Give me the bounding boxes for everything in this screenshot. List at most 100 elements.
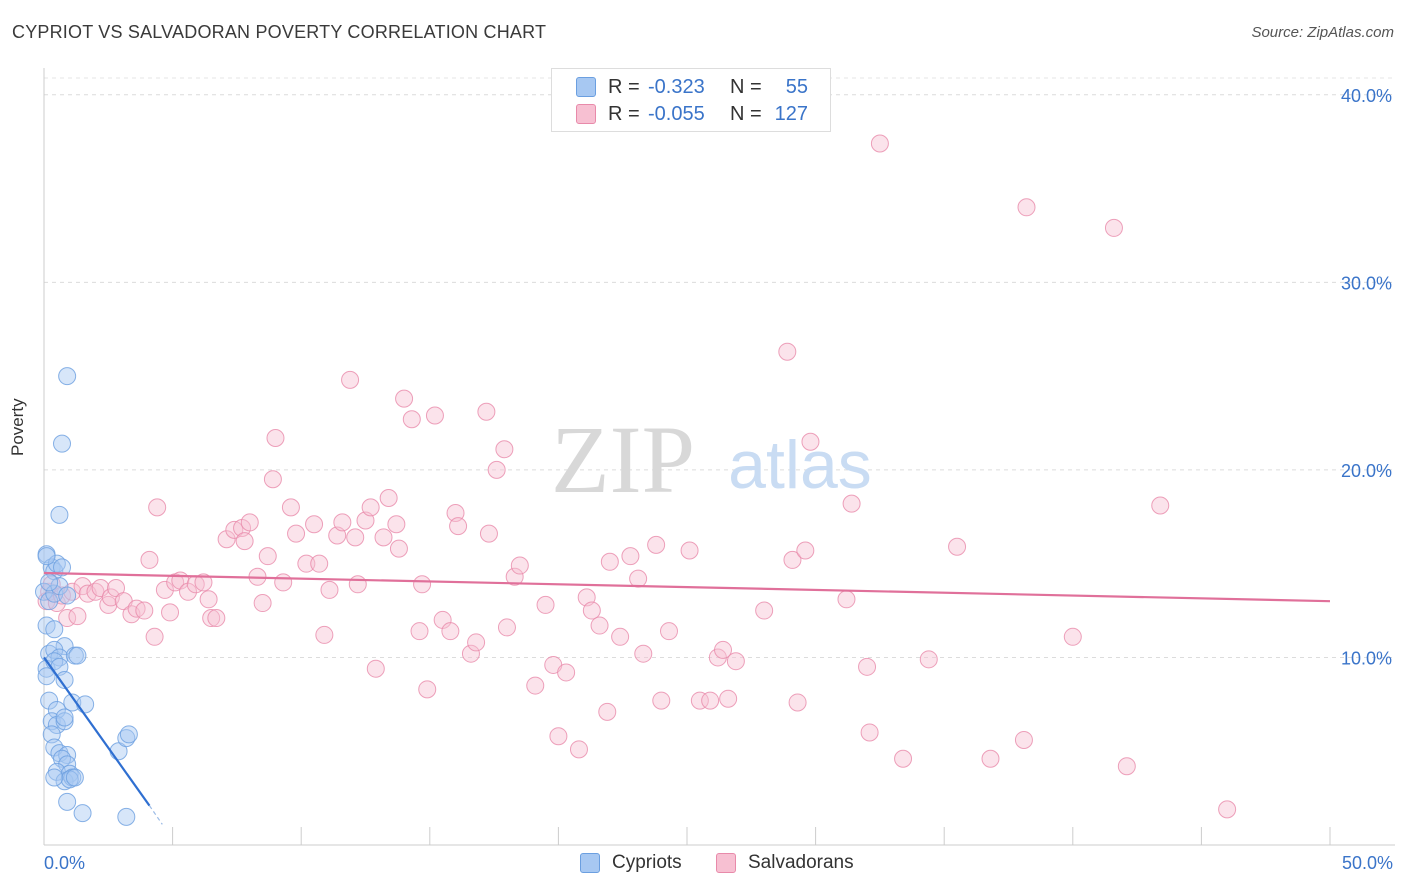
legend-n-value: 127 <box>774 102 808 125</box>
salvadoran-point <box>361 498 380 517</box>
legend-r-label: R = <box>608 75 640 98</box>
salvadoran-point <box>837 590 856 609</box>
salvadoran-point <box>199 590 218 609</box>
salvadoran-point <box>387 515 406 534</box>
salvadoran-point <box>225 520 244 539</box>
salvadoran-point <box>1017 198 1036 217</box>
salvadoran-point <box>497 618 516 637</box>
salvadoran-point <box>549 727 568 746</box>
salvadoran-point <box>179 582 198 601</box>
salvadoran-point <box>461 644 480 663</box>
salvadoran-point <box>842 494 861 513</box>
cypriot-point <box>55 708 74 727</box>
watermark-zip: ZIP <box>551 406 695 513</box>
cypriot-point <box>50 505 69 524</box>
salvadoran-point <box>634 644 653 663</box>
salvadoran-point <box>505 567 524 586</box>
cypriot-point <box>73 804 92 823</box>
cypriot-point <box>55 712 74 731</box>
cypriot-point <box>40 691 59 710</box>
salvadoran-point <box>680 541 699 560</box>
salvadoran-point <box>621 547 640 566</box>
series-legend: Cypriots Salvadorans <box>0 852 1406 878</box>
salvadoran-point <box>590 616 609 635</box>
salvadoran-point <box>315 625 334 644</box>
salvadoran-point <box>701 691 720 710</box>
salvadoran-point <box>1104 218 1123 237</box>
salvadoran-point <box>894 749 913 768</box>
axes <box>43 68 1395 846</box>
salvadoran-point <box>274 573 293 592</box>
salvadoran-point <box>870 134 889 153</box>
cypriot-point <box>50 577 69 596</box>
salvadoran-point <box>389 539 408 558</box>
cypriots-points <box>35 367 138 826</box>
legend-r-value: -0.055 <box>648 102 705 125</box>
salvadoran-point <box>719 689 738 708</box>
legend-r-value: -0.323 <box>648 75 705 98</box>
salvadoran-point <box>446 504 465 523</box>
y-tick-label: 40.0% <box>1341 86 1392 106</box>
salvadoran-point <box>495 440 514 459</box>
salvadoran-point <box>395 389 414 408</box>
salvadoran-point <box>413 575 432 594</box>
legend-row-cypriots: R = -0.323 N = 55 <box>576 74 808 100</box>
salvadoran-point <box>467 633 486 652</box>
salvadoran-point <box>127 599 146 618</box>
salvadoran-point <box>788 693 807 712</box>
legend-item-cypriots[interactable]: Cypriots <box>580 852 682 874</box>
salvadoran-point <box>611 627 630 646</box>
cypriot-point <box>58 586 77 605</box>
salvadoran-point <box>346 528 365 547</box>
salvadoran-point <box>726 652 745 671</box>
cypriot-point <box>42 725 61 744</box>
regression-lines <box>43 571 1331 825</box>
legend-item-salvadorans[interactable]: Salvadorans <box>716 852 854 874</box>
salvadoran-point <box>341 370 360 389</box>
salvadoran-point <box>258 547 277 566</box>
salvadoran-point <box>148 498 167 517</box>
salvadoran-point <box>1151 496 1170 515</box>
salvadoran-point <box>569 740 588 759</box>
salvadoran-point <box>600 552 619 571</box>
salvadoran-point <box>919 650 938 669</box>
salvadoran-point <box>240 513 259 532</box>
salvadoran-point <box>194 573 213 592</box>
y-tick-labels: 10.0% 20.0% 30.0% 40.0% <box>1341 86 1392 669</box>
gridlines <box>44 77 1395 658</box>
cypriot-point <box>119 725 138 744</box>
cypriots-regression-line <box>43 656 151 807</box>
salvadoran-point <box>235 532 254 551</box>
salvadoran-point <box>801 432 820 451</box>
salvadoran-point <box>1063 627 1082 646</box>
salvadorans-regression-line <box>43 571 1331 603</box>
legend-label-cypriots: Cypriots <box>612 852 682 873</box>
salvadoran-point <box>379 489 398 508</box>
salvadoran-point <box>374 528 393 547</box>
y-axis-label: Poverty <box>8 398 27 456</box>
cypriot-point <box>53 434 72 453</box>
x-axis-min-label: 0.0% <box>44 853 86 873</box>
salvadorans-points <box>37 134 1237 819</box>
legend-swatch-cypriots <box>580 853 600 873</box>
salvadoran-point <box>449 517 468 536</box>
salvadoran-point <box>598 702 617 721</box>
salvadoran-point <box>860 723 879 742</box>
legend-n-label: N = <box>730 75 762 98</box>
salvadoran-point <box>582 601 601 620</box>
cypriot-point <box>45 768 64 787</box>
cypriot-point <box>37 667 56 686</box>
legend-n-value: 55 <box>785 75 808 98</box>
salvadoran-point <box>783 550 802 569</box>
salvadoran-point <box>948 537 967 556</box>
cypriot-point <box>55 670 74 689</box>
salvadoran-point <box>536 595 555 614</box>
salvadoran-point <box>320 580 339 599</box>
cypriot-point <box>65 768 84 787</box>
y-tick-label: 30.0% <box>1341 273 1392 293</box>
cypriot-point <box>58 367 77 386</box>
salvadoran-point <box>526 676 545 695</box>
salvadoran-point <box>981 749 1000 768</box>
salvadoran-point <box>690 691 709 710</box>
